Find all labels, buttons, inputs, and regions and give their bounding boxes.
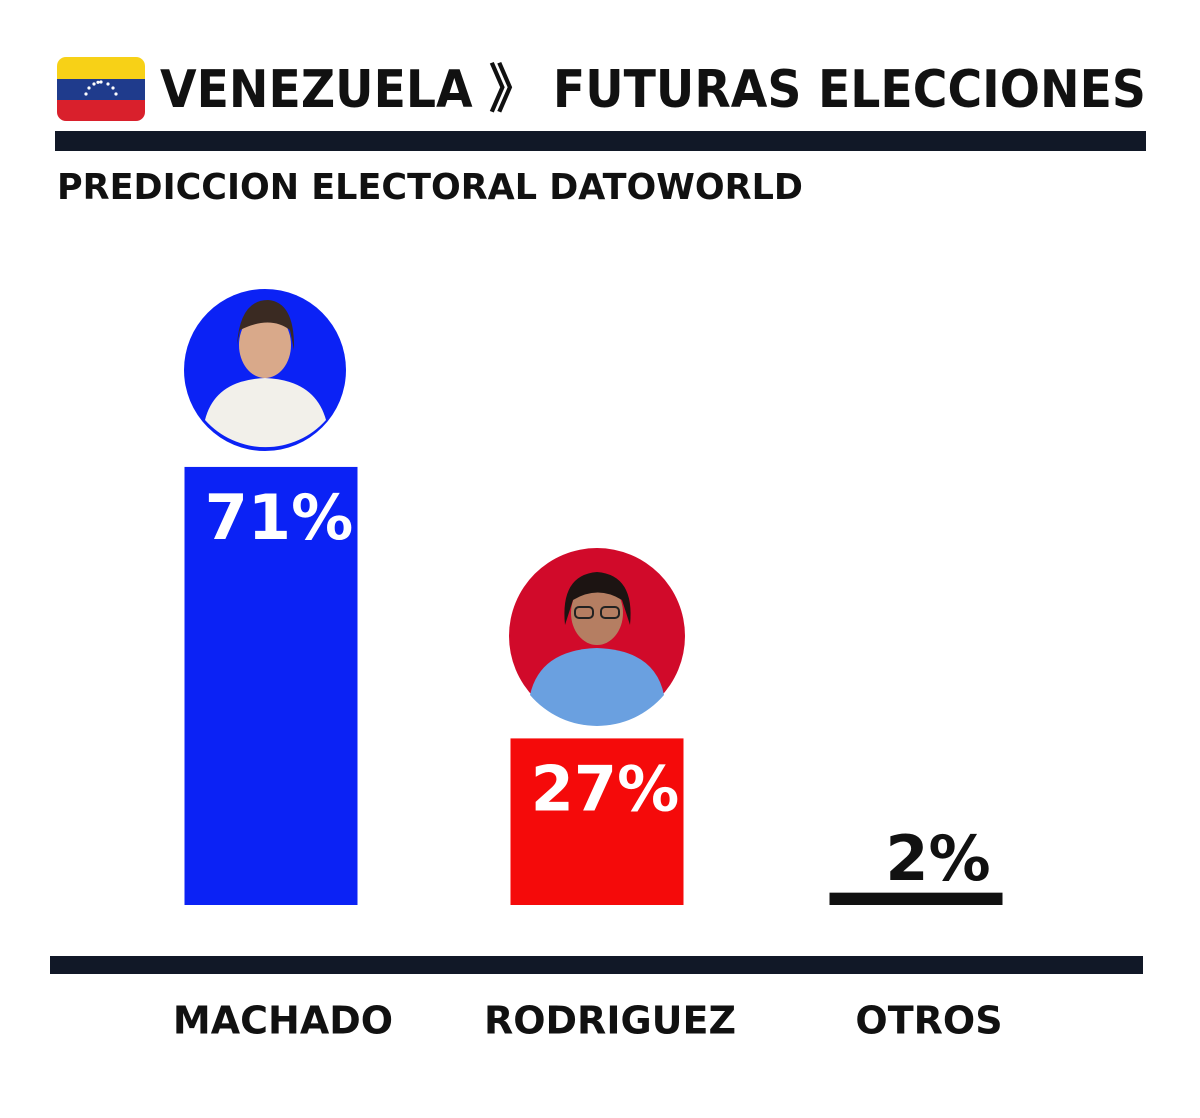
flag <box>57 57 145 121</box>
bar <box>510 738 684 905</box>
header-rule <box>55 131 1146 151</box>
bar <box>184 466 358 905</box>
x-tick-label: RODRIGUEZ <box>484 999 736 1043</box>
x-tick-label: OTROS <box>855 999 1002 1043</box>
value-label: 2% <box>885 822 990 895</box>
photo-rodriguez <box>509 548 685 726</box>
chart-title: VENEZUELA 》 FUTURAS ELECCIONES <box>160 60 1146 120</box>
value-label: 27% <box>531 753 679 826</box>
x-tick-label: MACHADO <box>173 999 393 1043</box>
photo-machado <box>184 289 346 451</box>
baseline-rule <box>50 956 1143 974</box>
bar <box>829 892 1003 905</box>
chart-subtitle: PREDICCION ELECTORAL DATOWORLD <box>57 167 803 208</box>
value-label: 71% <box>205 481 353 554</box>
